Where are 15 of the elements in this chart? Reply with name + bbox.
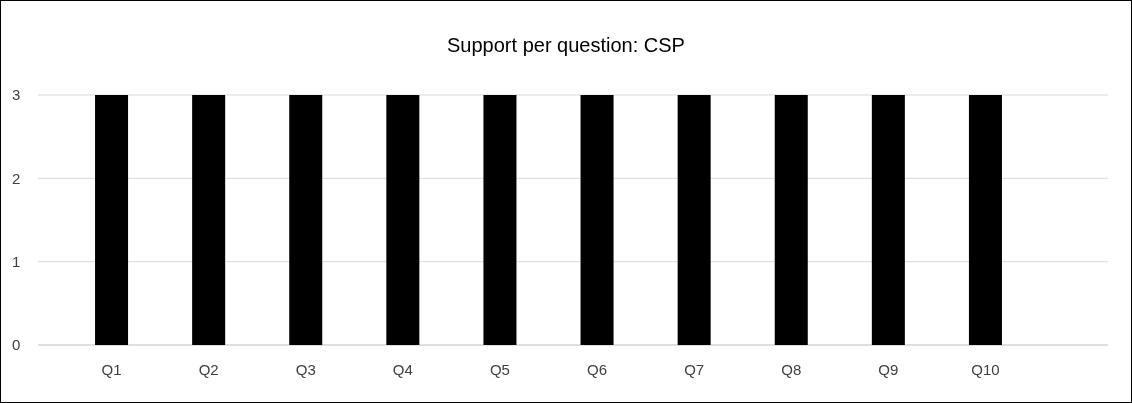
y-tick-label: 3 <box>12 86 21 104</box>
x-tick-label: Q3 <box>295 361 316 378</box>
x-tick-label: Q7 <box>684 361 705 378</box>
x-tick-label: Q4 <box>392 361 413 378</box>
x-tick-label: Q10 <box>971 361 1000 378</box>
x-tick-label: Q8 <box>781 361 802 378</box>
y-tick-label: 1 <box>12 252 21 270</box>
x-tick-label: Q1 <box>101 361 122 378</box>
y-tick-label: 0 <box>12 336 21 354</box>
x-tick-label: Q6 <box>587 361 608 378</box>
x-tick-label: Q2 <box>198 361 219 378</box>
chart-title: Support per question: CSP <box>447 34 685 56</box>
y-tick-label: 2 <box>12 169 21 187</box>
x-tick-label: Q5 <box>489 361 510 378</box>
x-tick-label: Q9 <box>878 361 899 378</box>
